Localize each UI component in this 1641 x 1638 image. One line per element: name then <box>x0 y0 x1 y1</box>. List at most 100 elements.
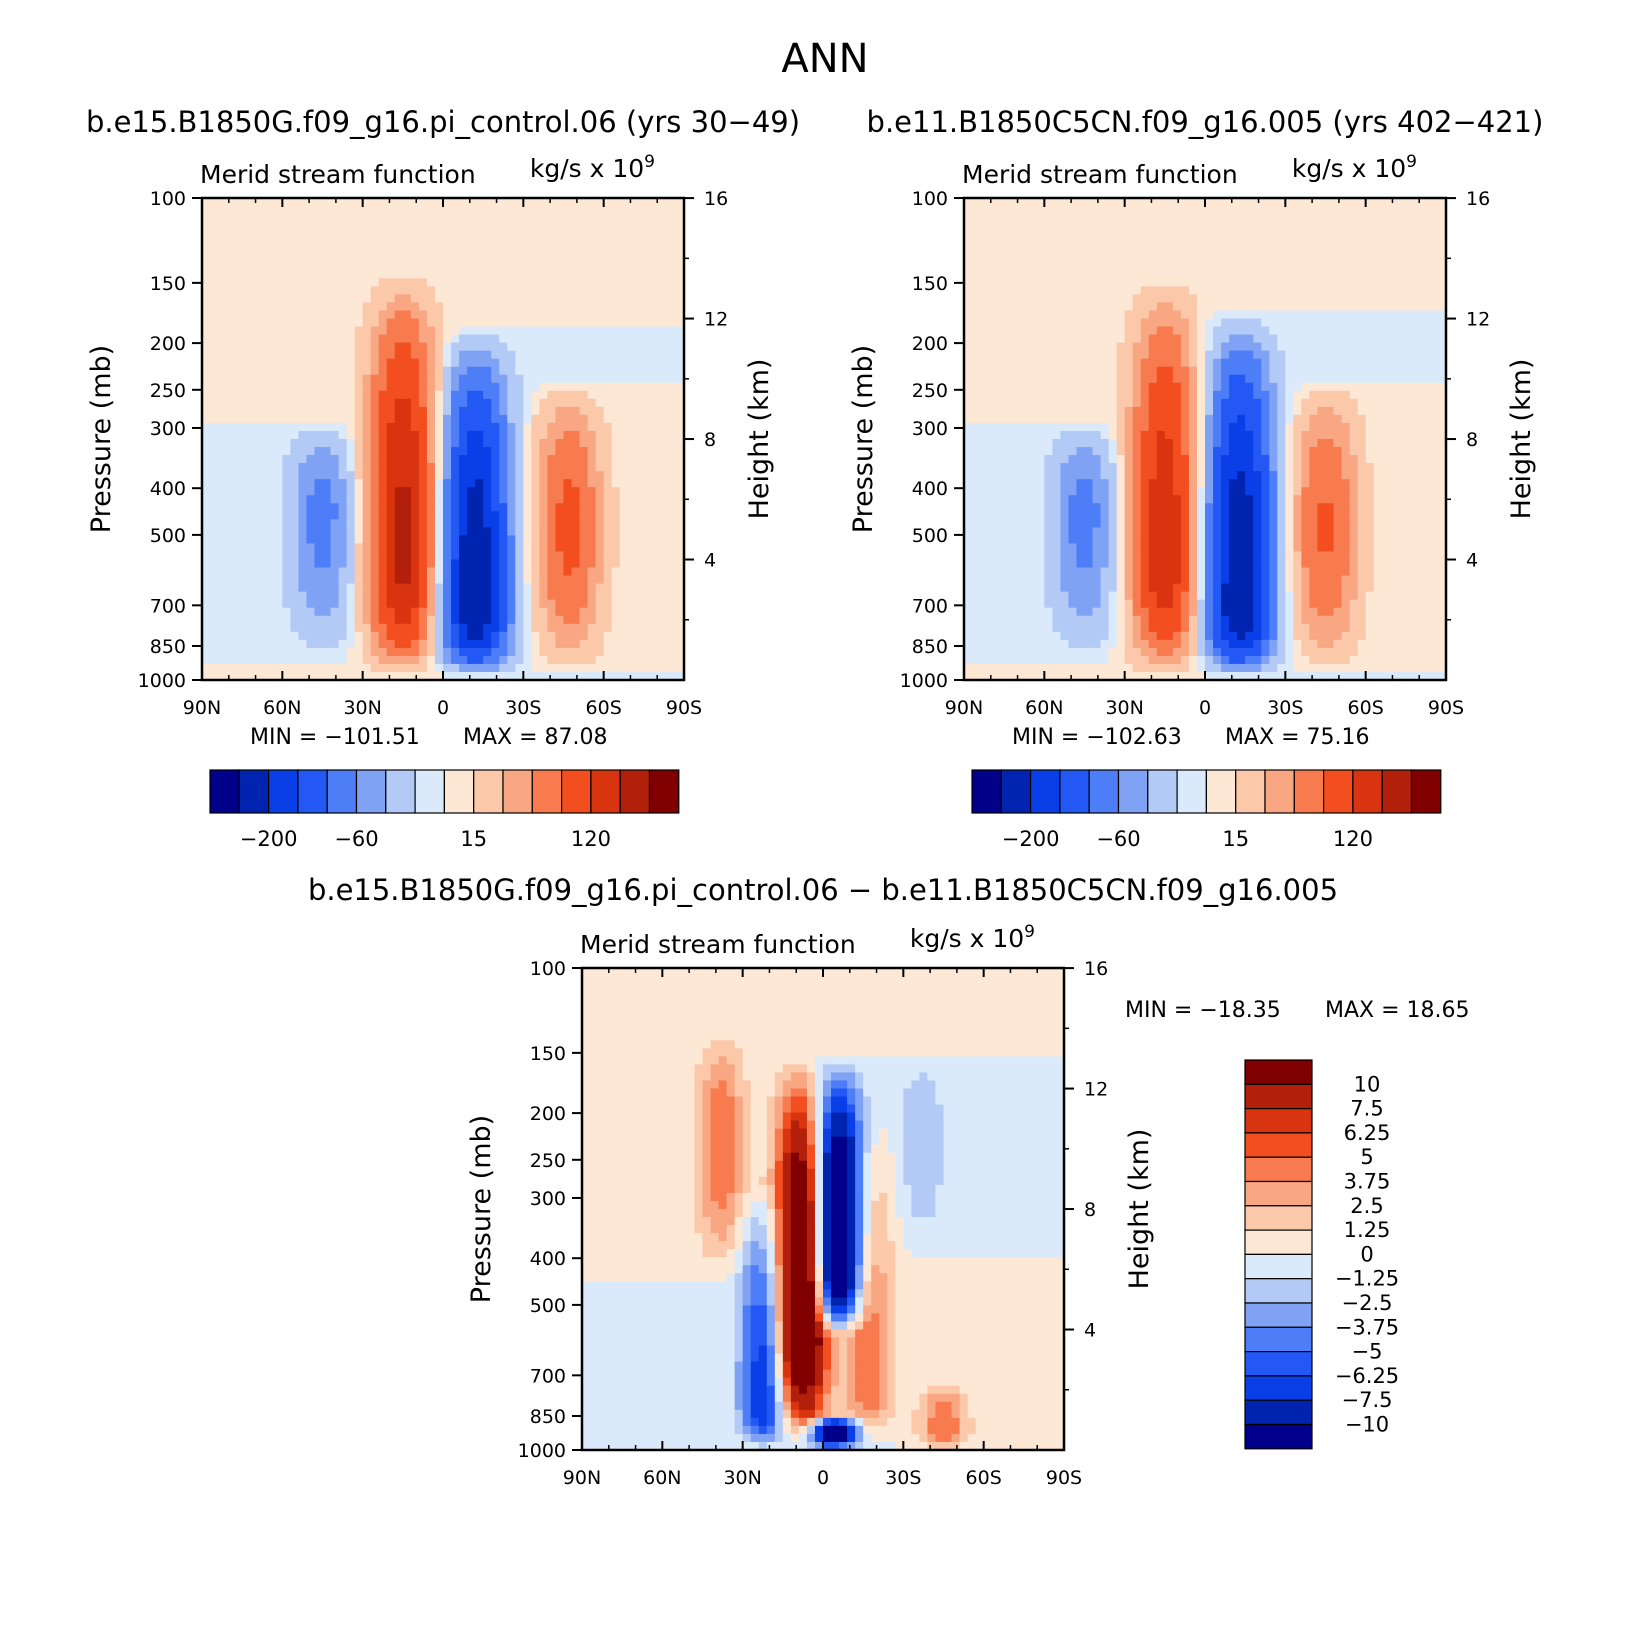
contour-cell <box>1172 294 1182 304</box>
contour-cell <box>434 406 444 416</box>
contour-cell <box>467 519 476 528</box>
contour-cell <box>314 487 324 496</box>
contour-cell <box>218 439 227 448</box>
contour-cell <box>306 439 316 448</box>
contour-cell <box>426 198 436 207</box>
contour-cell <box>1213 246 1222 255</box>
contour-cell <box>443 455 452 464</box>
contour-cell <box>218 414 227 424</box>
contour-cell <box>1092 254 1102 263</box>
contour-cell <box>1188 254 1198 263</box>
contour-cell <box>1285 342 1294 352</box>
contour-cell <box>242 495 251 504</box>
contour-cell <box>210 278 219 287</box>
contour-cell <box>418 663 428 673</box>
contour-cell <box>1060 206 1070 215</box>
contour-cell <box>627 294 637 304</box>
contour-cell <box>1253 350 1262 360</box>
contour-cell <box>603 527 613 536</box>
contour-cell <box>539 430 549 440</box>
contour-cell <box>1020 214 1029 223</box>
contour-cell <box>547 342 557 352</box>
contour-cell <box>1172 254 1182 263</box>
contour-cell <box>1365 318 1375 328</box>
contour-cell <box>378 463 388 472</box>
contour-cell <box>1405 230 1415 239</box>
contour-cell <box>579 463 589 472</box>
contour-cell <box>226 262 235 271</box>
contour-cell <box>563 214 573 223</box>
contour-cell <box>410 471 420 480</box>
contour-cell <box>507 430 516 440</box>
contour-cell <box>1357 254 1367 263</box>
contour-cell <box>475 527 484 536</box>
contour-cell <box>1317 262 1327 271</box>
contour-cell <box>378 286 388 295</box>
x-tick-label: 90N <box>183 697 221 719</box>
contour-cell <box>330 270 340 279</box>
contour-cell <box>515 655 524 665</box>
contour-cell <box>306 479 316 488</box>
contour-cell <box>1285 238 1294 247</box>
contour-cell <box>266 406 275 416</box>
contour-cell <box>346 350 356 360</box>
y2-tick-label: 16 <box>704 188 728 210</box>
contour-cell <box>1108 254 1118 263</box>
contour-cell <box>434 310 444 320</box>
contour-cell <box>643 270 653 279</box>
contour-cell <box>362 238 372 247</box>
contour-cell <box>667 366 677 376</box>
contour-cell <box>1437 270 1446 279</box>
contour-cell <box>1188 238 1198 247</box>
contour-cell <box>523 326 532 336</box>
contour-cell <box>386 398 396 408</box>
contour-cell <box>218 535 227 545</box>
contour-cell <box>563 479 573 488</box>
contour-cell <box>515 519 524 528</box>
contour-cell <box>402 583 412 593</box>
contour-cell <box>1020 350 1029 360</box>
contour-cell <box>402 511 412 520</box>
contour-cell <box>587 294 597 304</box>
contour-cell <box>659 479 669 488</box>
contour-cell <box>266 198 275 207</box>
contour-cell <box>346 206 356 215</box>
contour-cell <box>443 607 452 617</box>
contour-cell <box>282 326 291 336</box>
contour-cell <box>1437 262 1446 271</box>
contour-cell <box>210 519 219 528</box>
contour-cell <box>1261 318 1270 328</box>
contour-cell <box>298 527 308 536</box>
contour-cell <box>378 278 388 287</box>
contour-cell <box>1261 294 1270 304</box>
contour-cell <box>234 583 243 593</box>
contour-cell <box>1172 318 1182 328</box>
contour-cell <box>499 366 508 376</box>
contour-cell <box>338 230 348 239</box>
contour-cell <box>611 302 621 312</box>
contour-cell <box>258 302 267 312</box>
contour-cell <box>378 655 388 665</box>
contour-cell <box>1004 366 1013 376</box>
contour-cell <box>571 615 581 625</box>
contour-cell <box>290 294 299 304</box>
contour-cell <box>250 390 259 400</box>
contour-cell <box>507 214 516 223</box>
contour-cell <box>250 246 259 255</box>
contour-cell <box>531 487 540 496</box>
contour-cell <box>563 503 573 512</box>
contour-cell <box>386 342 396 352</box>
contour-cell <box>418 567 428 577</box>
contour-cell <box>1188 326 1198 336</box>
contour-cell <box>242 350 251 360</box>
contour-cell <box>451 398 460 408</box>
contour-cell <box>226 398 235 408</box>
contour-cell <box>242 535 251 545</box>
contour-cell <box>539 286 549 295</box>
contour-cell <box>635 238 645 247</box>
contour-cell <box>587 535 597 545</box>
max-value: MAX = 87.08 <box>463 725 608 750</box>
contour-cell <box>1020 302 1029 312</box>
contour-cell <box>242 342 251 352</box>
contour-cell <box>547 230 557 239</box>
